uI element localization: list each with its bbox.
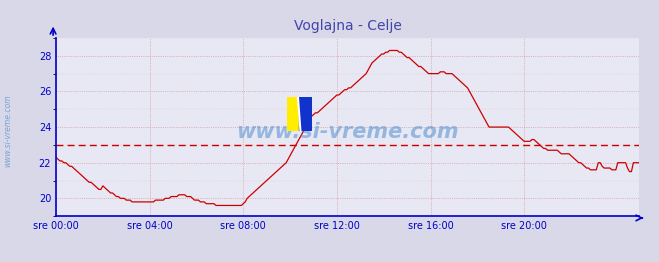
Title: Voglajna - Celje: Voglajna - Celje bbox=[294, 19, 401, 33]
Bar bbox=[287, 97, 299, 131]
Text: www.si-vreme.com: www.si-vreme.com bbox=[237, 122, 459, 143]
Text: www.si-vreme.com: www.si-vreme.com bbox=[3, 95, 13, 167]
Bar bbox=[299, 97, 312, 131]
